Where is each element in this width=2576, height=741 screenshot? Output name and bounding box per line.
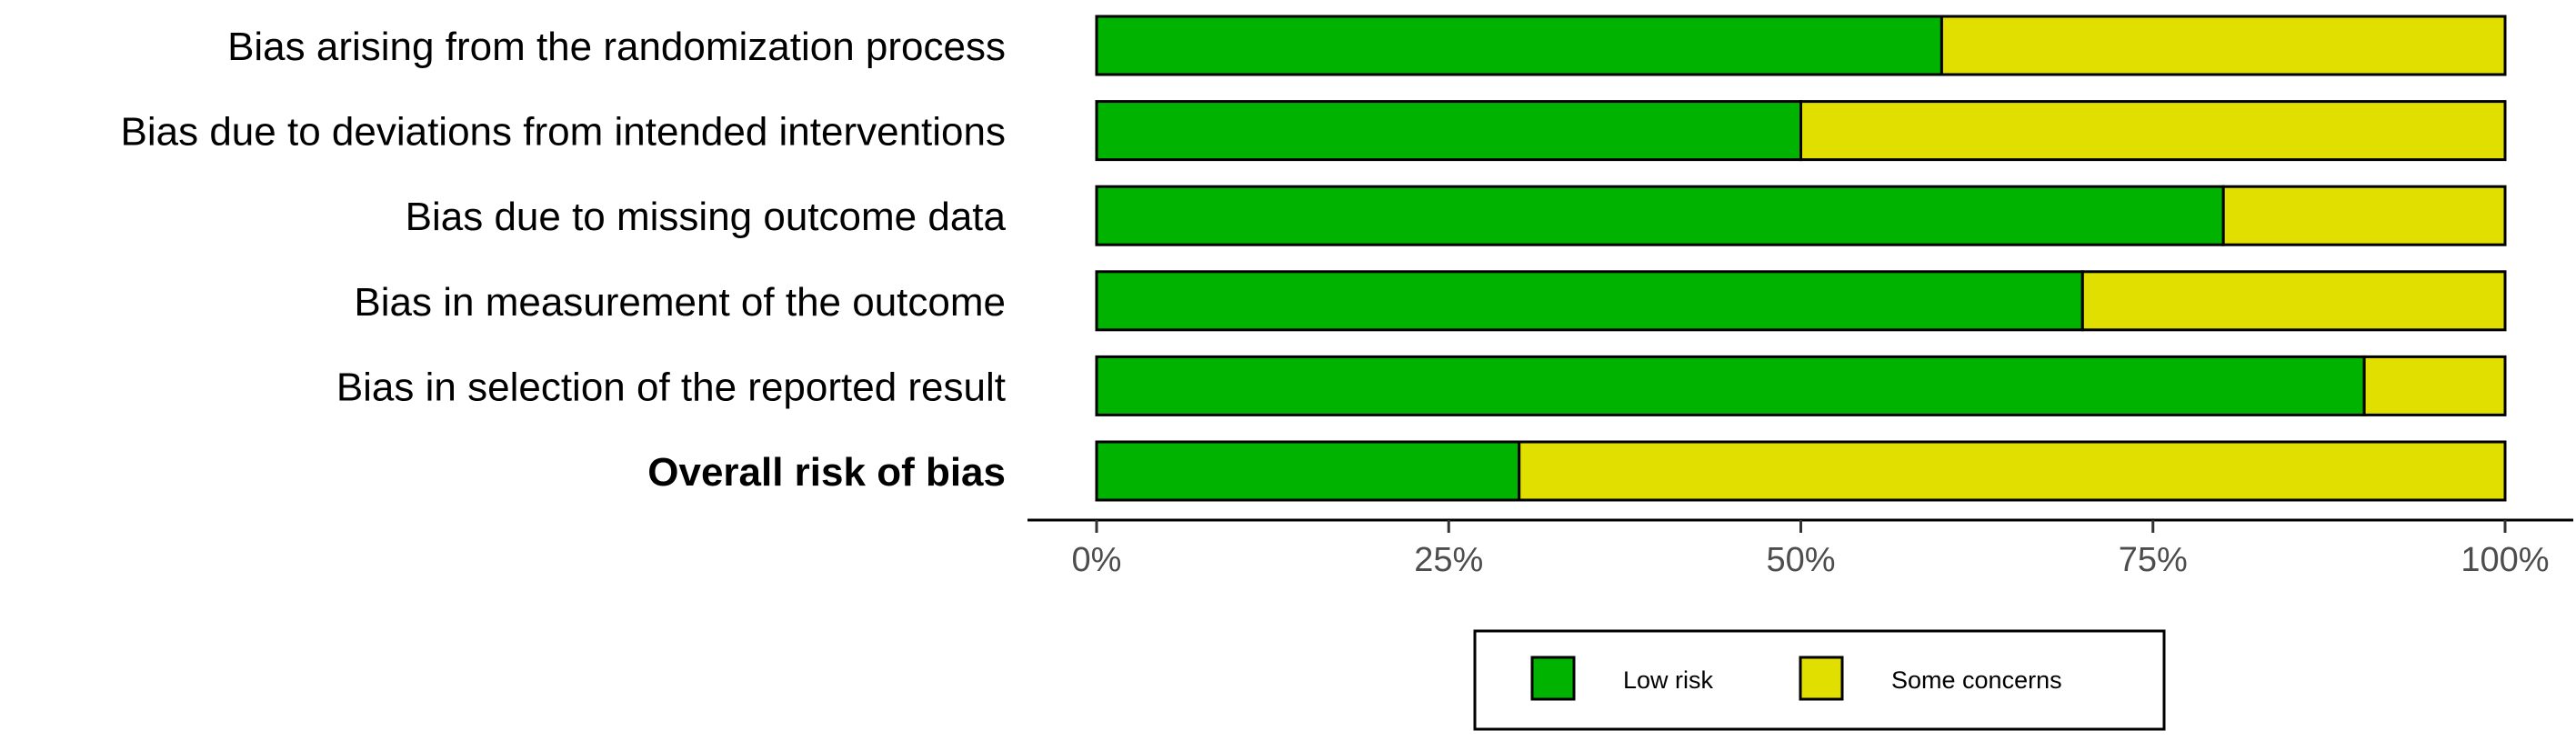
- category-label-0: Bias arising from the randomization proc…: [227, 25, 1006, 69]
- bar-some-concerns-4: [2362, 355, 2507, 416]
- legend-label-some-concerns: Some concerns: [1891, 666, 2062, 694]
- x-tick-label-4: 100%: [2461, 541, 2549, 579]
- category-labels: Bias arising from the randomization proc…: [121, 25, 1007, 495]
- x-tick-label-2: 50%: [1766, 541, 1835, 579]
- bars-layer: [1095, 15, 2507, 502]
- bar-low-risk-3: [1095, 270, 2084, 332]
- bar-low-risk-1: [1095, 100, 1802, 162]
- x-tick-label-0: 0%: [1072, 541, 1122, 579]
- bar-some-concerns-2: [2221, 185, 2507, 246]
- category-label-2: Bias due to missing outcome data: [406, 195, 1007, 239]
- legend-key-low-risk: [1530, 656, 1576, 701]
- bar-low-risk-5: [1095, 440, 1521, 502]
- category-label-4: Bias in selection of the reported result: [336, 365, 1006, 409]
- legend-label-low-risk: Low risk: [1623, 666, 1714, 694]
- bar-low-risk-4: [1095, 355, 2366, 416]
- bar-low-risk-2: [1095, 185, 2225, 246]
- category-label-1: Bias due to deviations from intended int…: [121, 110, 1006, 155]
- bar-some-concerns-5: [1518, 440, 2507, 502]
- bar-some-concerns-0: [1940, 15, 2507, 76]
- x-axis: 0% 25% 50% 75% 100%: [1027, 518, 2573, 579]
- x-tick-label-3: 75%: [2119, 541, 2188, 579]
- bar-low-risk-0: [1095, 15, 1943, 76]
- category-label-3: Bias in measurement of the outcome: [354, 280, 1006, 325]
- legend-box: [1473, 629, 2166, 731]
- category-label-5: Overall risk of bias: [647, 450, 1006, 495]
- bar-some-concerns-3: [2080, 270, 2507, 332]
- x-tick-label-1: 25%: [1414, 541, 1483, 579]
- legend-key-some-concerns: [1799, 656, 1844, 701]
- legend: Low risk Some concerns: [1473, 629, 2166, 731]
- bar-some-concerns-1: [1799, 100, 2507, 162]
